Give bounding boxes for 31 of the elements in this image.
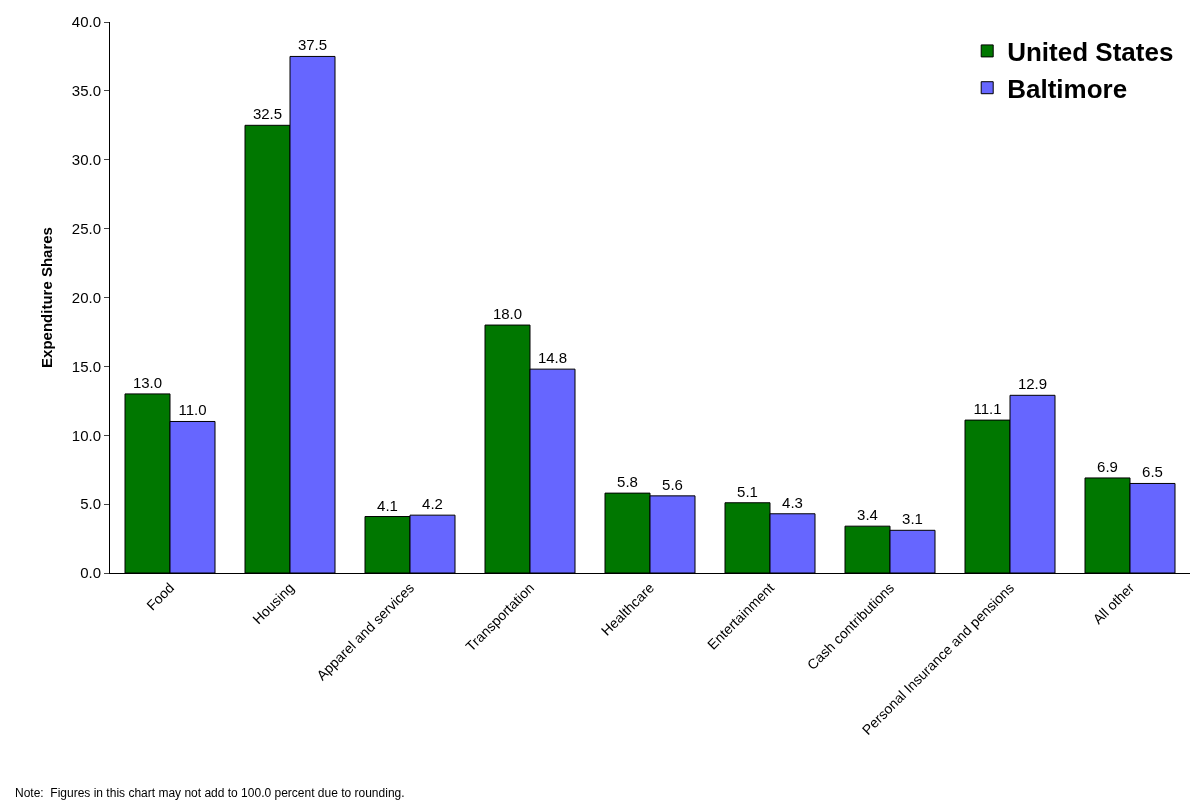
- data-label: 3.4: [857, 506, 878, 524]
- data-label: 32.5: [252, 105, 283, 123]
- data-label: 11.1: [973, 400, 1002, 418]
- y-tick-label: 10.0: [71, 426, 101, 444]
- data-label: 14.8: [537, 349, 568, 367]
- y-tick-label: 15.0: [71, 357, 101, 375]
- data-label: 5.6: [662, 475, 683, 493]
- data-label: 4.1: [377, 496, 398, 514]
- data-label: 6.5: [1142, 463, 1163, 481]
- data-label: 5.1: [737, 482, 758, 500]
- legend-label: United States: [1007, 37, 1174, 68]
- y-tick-label: 25.0: [71, 219, 101, 237]
- text: Note: Figures in this chart may not add to 100.0 percent due to rounding.: [15, 786, 405, 800]
- data-label: 11.0: [178, 401, 207, 419]
- data-label: 37.5: [297, 36, 328, 54]
- data-label: 13.0: [132, 373, 163, 391]
- data-label: 4.2: [422, 495, 443, 513]
- y-tick-label: 20.0: [71, 288, 101, 306]
- data-label: 5.8: [617, 473, 638, 491]
- data-label: 4.3: [782, 493, 803, 511]
- y-tick-label: 5.0: [80, 495, 101, 513]
- data-label: 6.9: [1097, 457, 1118, 475]
- y-axis-title: Expenditure Shares: [38, 227, 56, 368]
- y-tick-label: 0.0: [80, 564, 101, 582]
- y-tick-label: 30.0: [71, 151, 101, 168]
- legend-label: Baltimore: [1007, 73, 1128, 104]
- data-label: 12.9: [1017, 375, 1048, 393]
- y-tick-label: 35.0: [71, 82, 101, 100]
- data-label: 3.1: [902, 510, 923, 528]
- y-tick-label: 40.0: [71, 13, 101, 31]
- data-label: 18.0: [492, 305, 523, 323]
